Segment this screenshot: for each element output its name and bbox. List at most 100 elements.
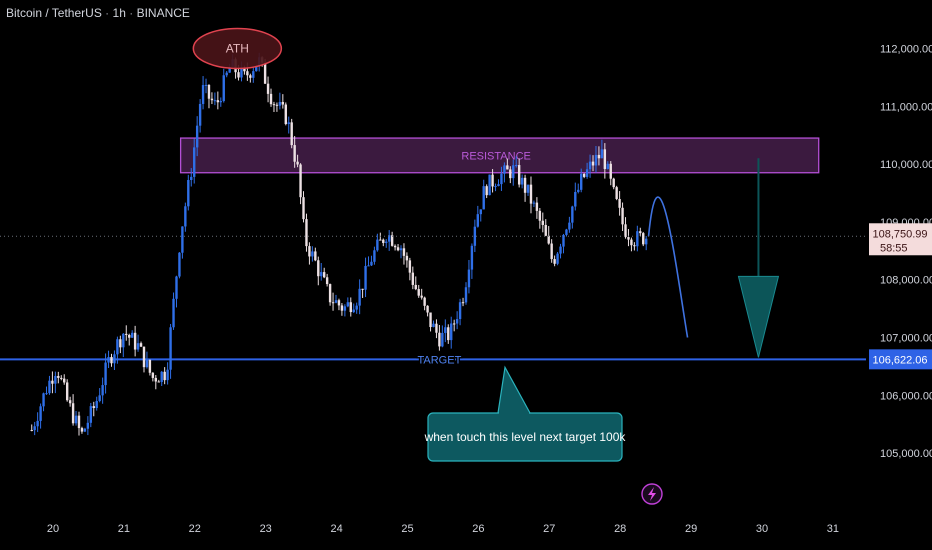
candle-body[interactable] [476,214,480,227]
candle-body[interactable] [458,302,462,320]
candle-body[interactable] [600,149,604,159]
candle-body[interactable] [414,284,417,290]
candle-body[interactable] [523,177,527,193]
candle-body[interactable] [130,332,134,338]
candle-body[interactable] [172,298,175,328]
candle-body[interactable] [325,277,329,285]
candle-body[interactable] [263,62,267,84]
candle-body[interactable] [237,72,240,78]
candle-body[interactable] [450,323,453,341]
candle-body[interactable] [42,393,45,407]
candle-body[interactable] [467,269,471,288]
candle-body[interactable] [60,377,63,379]
candle-body[interactable] [116,339,119,355]
candle-body[interactable] [390,235,394,246]
candle-body[interactable] [57,375,60,378]
candle-body[interactable] [65,382,69,401]
candle-body[interactable] [322,272,326,278]
candle-body[interactable] [30,429,33,431]
candle-body[interactable] [104,362,107,386]
candle-body[interactable] [287,122,290,125]
candle-body[interactable] [222,75,225,102]
candle-body[interactable] [562,234,565,247]
candle-body[interactable] [95,401,98,409]
candle-body[interactable] [101,385,104,396]
candle-body[interactable] [512,165,515,179]
candle-body[interactable] [606,163,609,169]
candle-body[interactable] [597,154,601,159]
candle-body[interactable] [624,224,627,238]
candle-body[interactable] [618,198,621,208]
resistance-zone[interactable] [179,137,820,174]
candle-body[interactable] [515,165,518,167]
candle-body[interactable] [393,245,397,248]
ath-marker[interactable] [192,27,283,70]
candle-body[interactable] [609,163,612,179]
candle-body[interactable] [447,327,450,341]
candle-body[interactable] [482,186,485,210]
candle-body[interactable] [444,327,447,333]
candle-body[interactable] [169,327,172,370]
candle-body[interactable] [219,101,222,103]
candle-body[interactable] [517,165,521,185]
candle-body[interactable] [86,422,90,429]
candle-body[interactable] [571,206,574,223]
candle-body[interactable] [122,333,125,348]
candle-body[interactable] [385,241,388,243]
candle-body[interactable] [423,297,426,306]
candle-body[interactable] [361,288,364,290]
candle-body[interactable] [464,287,468,303]
candle-body[interactable] [89,406,93,423]
candle-body[interactable] [33,426,36,431]
symbol-name[interactable]: Bitcoin / TetherUS [6,6,102,20]
candle-body[interactable] [216,100,220,103]
candle-body[interactable] [334,300,338,303]
candle-body[interactable] [74,415,78,424]
candle-body[interactable] [577,189,580,192]
candle-body[interactable] [296,161,299,165]
candle-body[interactable] [639,231,642,234]
candle-body[interactable] [302,197,305,220]
candle-body[interactable] [615,187,618,199]
last-price-badge[interactable] [869,223,932,256]
target-price-badge[interactable] [869,349,932,370]
candle-body[interactable] [417,289,420,296]
candle-body[interactable] [275,104,279,106]
candle-body[interactable] [308,246,311,257]
candle-body[interactable] [636,231,639,247]
candle-body[interactable] [136,343,140,350]
candle-body[interactable] [145,359,149,368]
candle-body[interactable] [485,186,488,196]
candle-body[interactable] [429,312,432,328]
candle-body[interactable] [39,406,42,421]
candle-body[interactable] [642,233,645,245]
candle-body[interactable] [644,238,648,245]
candle-body[interactable] [314,251,317,261]
candle-body[interactable] [455,319,459,324]
candle-body[interactable] [550,243,553,260]
candle-body[interactable] [494,186,497,188]
candle-body[interactable] [272,104,276,106]
candle-body[interactable] [565,229,568,235]
candle-body[interactable] [151,372,155,378]
candle-body[interactable] [491,174,494,187]
candle-body[interactable] [195,125,199,148]
candle-body[interactable] [45,393,48,395]
candle-body[interactable] [452,323,456,325]
candle-body[interactable] [92,406,95,409]
candle-body[interactable] [408,260,412,273]
candle-body[interactable] [405,255,409,261]
candle-body[interactable] [110,356,113,364]
candle-body[interactable] [497,184,500,187]
candle-body[interactable] [432,323,435,328]
candle-body[interactable] [358,288,361,306]
candle-body[interactable] [178,252,181,277]
candle-body[interactable] [340,305,344,311]
candle-body[interactable] [175,276,178,299]
candle-body[interactable] [166,369,169,381]
candle-body[interactable] [154,377,158,382]
candle-body[interactable] [529,184,533,204]
candle-body[interactable] [588,161,592,170]
candle-body[interactable] [399,248,403,251]
candle-body[interactable] [591,161,595,166]
